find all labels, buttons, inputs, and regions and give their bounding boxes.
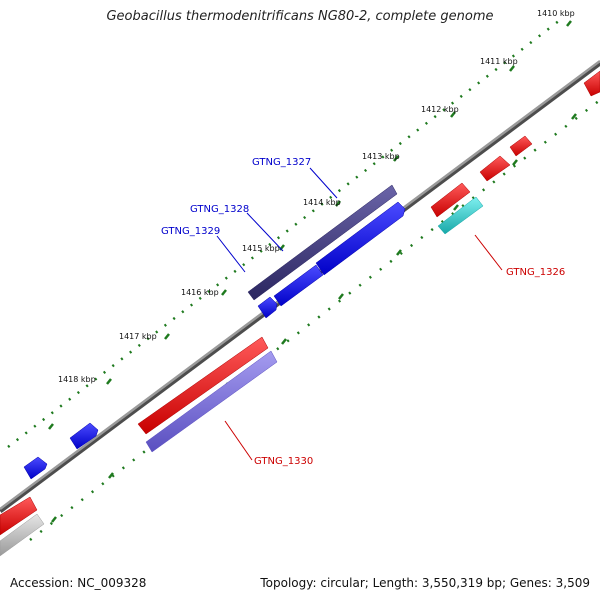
gene-gtng-1329[interactable] xyxy=(273,264,324,307)
leader-gtng-1327 xyxy=(309,167,338,199)
label-gtng-1326[interactable]: GTNG_1326 xyxy=(506,267,565,278)
label-gtng-1329[interactable]: GTNG_1329 xyxy=(161,226,220,237)
gene-gtng-1326[interactable] xyxy=(437,196,484,235)
inner-major-ticks xyxy=(51,113,577,523)
gene-gtng-1330-cog[interactable] xyxy=(145,350,278,453)
label-gtng-1330[interactable]: GTNG_1330 xyxy=(254,456,313,467)
map-title: Geobacillus thermodenitrificans NG80-2, … xyxy=(106,9,494,24)
tick-label-1418: 1418 kbp xyxy=(58,375,96,384)
label-gtng-1327[interactable]: GTNG_1327 xyxy=(252,157,311,168)
tick-label-1410: 1410 kbp xyxy=(537,9,575,18)
gene-red-edge[interactable] xyxy=(583,70,600,97)
leader-gtng-1326 xyxy=(474,234,503,271)
gene-red-small-2[interactable] xyxy=(479,155,511,182)
tick-label-1413: 1413 kbp xyxy=(362,152,400,161)
tick-label-1414: 1414 kbp xyxy=(303,198,341,207)
inner-tick-ring xyxy=(29,99,600,541)
tick-label-1417: 1417 kbp xyxy=(119,332,157,341)
accession-text: Accession: NC_009328 xyxy=(10,576,147,590)
leader-gtng-1330 xyxy=(224,420,253,461)
tick-label-1411: 1411 kbp xyxy=(480,57,518,66)
leader-gtng-1329 xyxy=(216,235,246,273)
gene-gtng-1327-cog[interactable] xyxy=(247,184,398,301)
gene-red-small-3[interactable] xyxy=(509,135,533,157)
major-ticks xyxy=(48,20,572,430)
label-gtng-1328[interactable]: GTNG_1328 xyxy=(190,204,249,215)
leader-gtng-1328 xyxy=(246,212,284,252)
tick-label-1416: 1416 kbp xyxy=(181,288,219,297)
genome-summary-text: Topology: circular; Length: 3,550,319 bp… xyxy=(260,576,590,590)
gene-gtng-1330[interactable] xyxy=(137,336,269,435)
gene-small-blue-1[interactable] xyxy=(257,296,278,319)
tick-label-1412: 1412 kbp xyxy=(421,105,459,114)
gene-gray-bottom[interactable] xyxy=(0,513,45,557)
gene-red-small-1[interactable] xyxy=(430,182,471,218)
gene-small-blue-2[interactable] xyxy=(69,422,99,450)
gene-gtng-1328[interactable] xyxy=(315,201,406,276)
gene-red-bottom[interactable] xyxy=(0,496,38,536)
gene-small-blue-3[interactable] xyxy=(23,456,48,480)
tick-label-1415: 1415 kbp xyxy=(242,244,280,253)
